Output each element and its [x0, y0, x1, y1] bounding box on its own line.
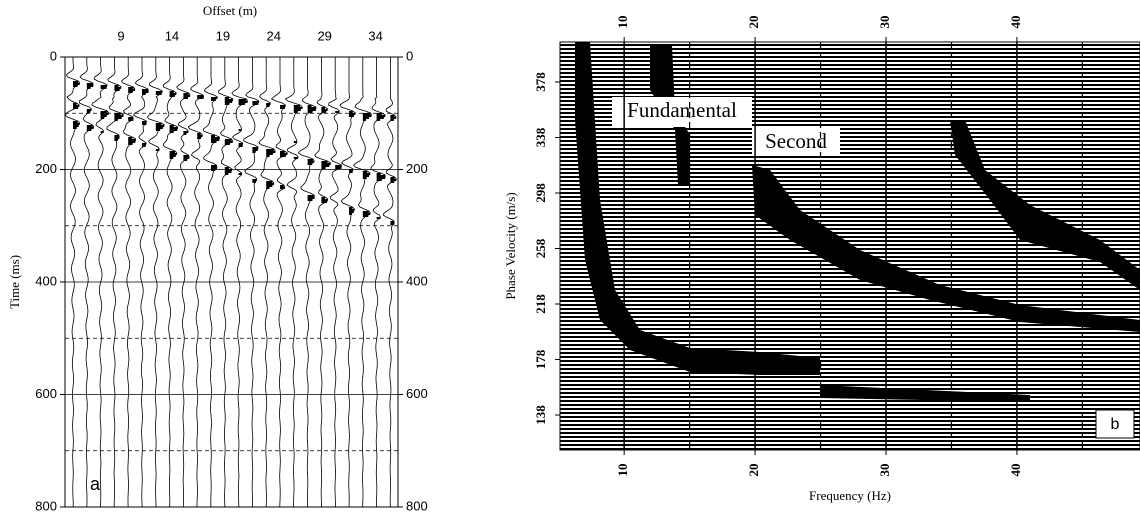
y-tick-label: 400	[35, 273, 57, 288]
y-axis-title: Time (ms)	[7, 255, 22, 309]
x-tick-label: 14	[165, 28, 179, 43]
x-tick-label: 20	[746, 464, 761, 477]
y-tick-label: 600	[35, 386, 57, 401]
panel-label: b	[1111, 416, 1120, 433]
second-mode	[752, 165, 1140, 332]
y-tick-label: 378	[533, 72, 548, 92]
x-tick-label: 10	[615, 16, 630, 29]
trace-fill	[169, 91, 178, 159]
y-tick-label: 800	[406, 498, 428, 513]
y-tick-label: 0	[406, 48, 413, 63]
x-tick-label: 40	[1008, 464, 1023, 477]
x-tick-label: 24	[267, 28, 281, 43]
x-tick-label: 29	[317, 28, 331, 43]
trace-fill	[73, 81, 80, 129]
panel-label: a	[90, 474, 101, 494]
x-tick-label: 30	[877, 16, 892, 29]
trace-fill	[293, 105, 303, 159]
y-tick-label: 800	[35, 498, 57, 513]
x-axis-title: Offset (m)	[203, 3, 257, 18]
annotation: Second	[765, 129, 827, 153]
x-tick-label: 30	[877, 464, 892, 477]
x-tick-label: 40	[1008, 16, 1023, 29]
trace-fill	[224, 97, 233, 175]
trace-fill	[128, 87, 136, 145]
y-tick-label: 200	[35, 161, 57, 176]
x-tick-label: 34	[368, 28, 382, 43]
y-tick-label: 178	[533, 349, 548, 369]
y-tick-label: 258	[533, 238, 548, 258]
annotation-box	[752, 128, 840, 156]
y-axis-title: Phase Velocity (m/s)	[503, 192, 518, 299]
y-tick-label: 400	[406, 273, 428, 288]
y-tick-label: 600	[406, 386, 428, 401]
plot-frame	[559, 41, 1140, 451]
y-tick-label: 138	[533, 405, 548, 425]
y-tick-label: 200	[406, 161, 428, 176]
x-tick-label: 10	[615, 464, 630, 477]
y-tick-label: 338	[533, 127, 548, 147]
trace-fill	[197, 95, 204, 139]
y-tick-label: 0	[50, 48, 57, 63]
panel-label-box	[1095, 409, 1135, 439]
trace-fill	[86, 83, 94, 131]
x-tick-label: 20	[746, 16, 761, 29]
higher-mode	[950, 120, 1140, 290]
annotation-box	[612, 97, 752, 127]
x-tick-label: 19	[216, 28, 230, 43]
x-tick-label: 9	[117, 28, 124, 43]
x-axis-title: Frequency (Hz)	[809, 488, 891, 503]
trace-fill	[114, 85, 124, 141]
annotation: Fundamental	[627, 98, 737, 122]
panel-a: Offset (m) Time (ms) a 0 0 200 200 400 400 600…	[7, 3, 428, 513]
trace-fill	[142, 89, 149, 147]
panel-b: Fundamental Second b Frequency (Hz) Phas…	[503, 16, 1140, 503]
y-tick-label: 218	[533, 294, 548, 314]
y-tick-label: 298	[533, 183, 548, 203]
artifact	[820, 385, 1030, 402]
